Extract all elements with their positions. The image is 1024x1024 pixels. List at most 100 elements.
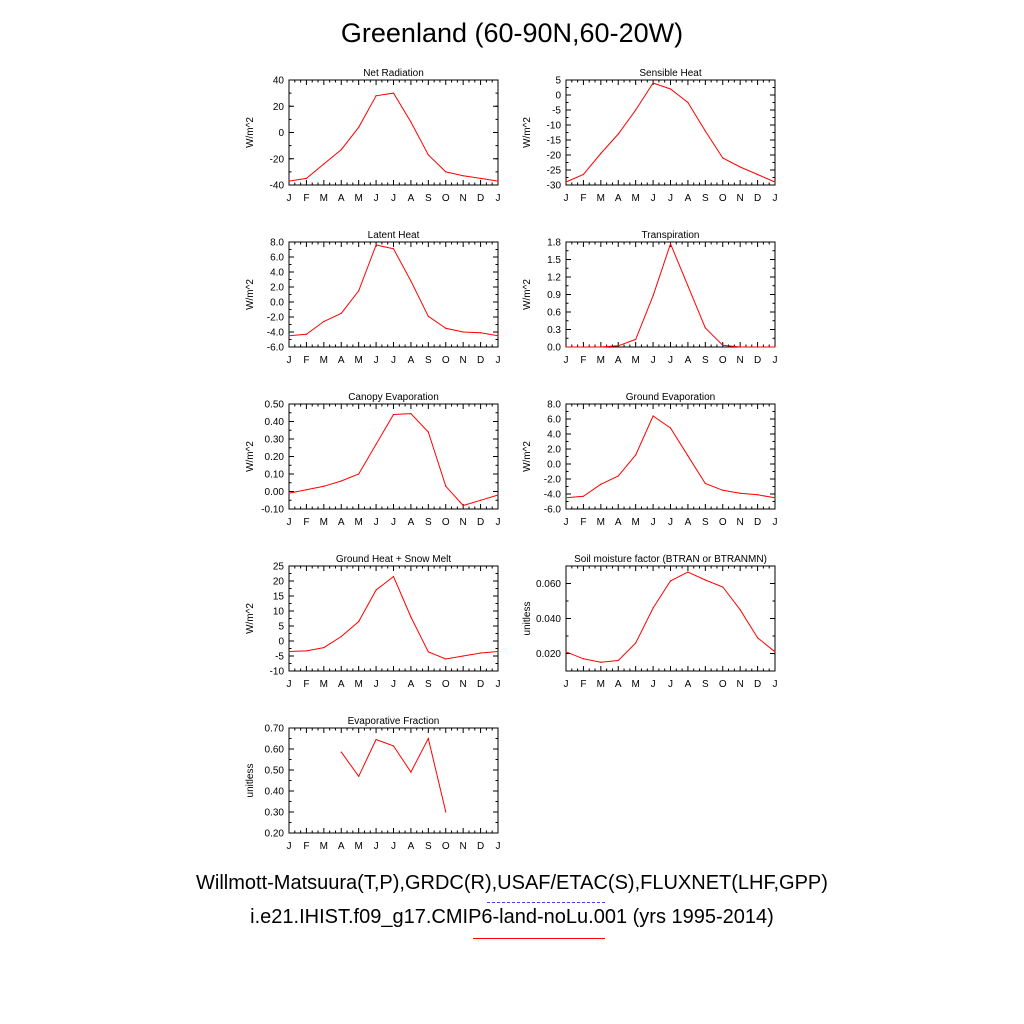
y-tick-label: 4.0 — [547, 430, 561, 441]
data-point — [305, 489, 308, 491]
data-point — [652, 82, 654, 84]
data-point — [704, 130, 706, 132]
data-point — [479, 332, 482, 334]
y-tick-label: 1.5 — [547, 255, 561, 266]
y-tick-label: 6.0 — [547, 415, 561, 426]
data-point — [305, 650, 308, 652]
data-point — [617, 475, 619, 477]
y-tick-label: 0.0 — [547, 460, 561, 471]
data-point — [600, 152, 602, 155]
data-point — [756, 494, 759, 496]
data-point — [392, 92, 395, 94]
y-tick-label: -0.10 — [261, 505, 284, 516]
data-point — [288, 335, 290, 337]
x-tick-label: S — [425, 193, 432, 204]
data-point — [479, 652, 482, 654]
data-point — [722, 157, 724, 159]
y-tick-label: -25 — [547, 166, 562, 177]
x-tick-label: A — [408, 679, 415, 690]
x-tick-label: A — [615, 355, 622, 366]
x-tick-label: N — [460, 193, 467, 204]
y-axis-label: W/m^2 — [522, 117, 533, 148]
y-axis-label: W/m^2 — [522, 441, 533, 472]
x-tick-label: A — [615, 193, 622, 204]
panel-title: Canopy Evaporation — [348, 392, 439, 403]
data-point — [774, 497, 776, 499]
data-point — [340, 480, 342, 482]
data-point — [687, 571, 689, 573]
x-tick-label: D — [754, 355, 761, 366]
y-axis-label: W/m^2 — [245, 117, 256, 148]
x-tick-label: D — [754, 193, 761, 204]
x-tick-label: O — [442, 841, 450, 852]
data-point — [358, 620, 360, 623]
x-tick-label: J — [496, 841, 501, 852]
data-point — [358, 473, 360, 475]
y-tick-label: 0.060 — [536, 579, 561, 590]
data-point — [497, 650, 499, 653]
x-tick-label: D — [477, 517, 484, 528]
y-tick-label: 1.2 — [547, 273, 561, 284]
y-tick-label: 2.0 — [547, 445, 561, 456]
panel-title: Latent Heat — [368, 230, 420, 241]
data-point — [497, 335, 499, 337]
data-point — [288, 492, 290, 494]
x-tick-label: S — [425, 355, 432, 366]
plot-frame — [288, 241, 499, 348]
data-point — [739, 166, 741, 168]
y-tick-label: 0.00 — [265, 487, 285, 498]
data-point — [462, 175, 464, 177]
x-tick-label: M — [597, 355, 605, 366]
x-tick-label: O — [719, 193, 727, 204]
y-tick-label: 0.50 — [265, 766, 285, 777]
data-point — [722, 586, 724, 588]
x-tick-label: J — [773, 517, 778, 528]
data-point — [565, 497, 567, 499]
data-point — [669, 580, 672, 582]
x-tick-label: M — [320, 679, 328, 690]
x-tick-label: M — [597, 517, 605, 528]
data-point — [497, 180, 499, 182]
x-tick-label: J — [391, 679, 396, 690]
series-line — [288, 413, 499, 507]
y-tick-label: -2.0 — [267, 313, 285, 324]
data-point — [462, 655, 464, 657]
x-tick-label: J — [773, 193, 778, 204]
data-point — [340, 751, 342, 753]
x-tick-label: J — [668, 679, 673, 690]
data-point — [427, 651, 429, 653]
x-tick-label: A — [615, 517, 622, 528]
data-point — [288, 650, 290, 653]
x-tick-label: M — [631, 679, 639, 690]
data-point — [375, 589, 377, 591]
data-point — [704, 579, 706, 581]
panel-title: Ground Heat + Snow Melt — [336, 554, 452, 565]
panel-title: Transpiration — [642, 230, 700, 241]
y-tick-label: -6.0 — [267, 343, 285, 354]
y-tick-label: 0 — [278, 637, 284, 648]
x-tick-label: N — [460, 517, 467, 528]
data-point — [600, 661, 602, 663]
y-tick-label: 0 — [555, 91, 561, 102]
series-line — [340, 737, 447, 813]
x-tick-label: J — [374, 679, 379, 690]
y-tick-label: -40 — [270, 181, 285, 192]
page-title: Greenland (60-90N,60-20W) — [340, 18, 684, 48]
x-tick-label: J — [287, 841, 292, 852]
data-point — [565, 346, 567, 348]
y-tick-label: -4.0 — [544, 490, 562, 501]
data-point — [462, 331, 464, 333]
x-tick-label: J — [668, 193, 673, 204]
y-tick-label: 20 — [273, 577, 285, 588]
x-tick-label: J — [651, 679, 656, 690]
x-tick-label: D — [477, 679, 484, 690]
x-tick-label: S — [425, 679, 432, 690]
x-tick-label: F — [303, 355, 309, 366]
x-tick-label: O — [442, 517, 450, 528]
x-tick-label: M — [597, 193, 605, 204]
data-point — [635, 109, 637, 111]
data-point — [635, 642, 637, 644]
x-tick-label: J — [651, 193, 656, 204]
